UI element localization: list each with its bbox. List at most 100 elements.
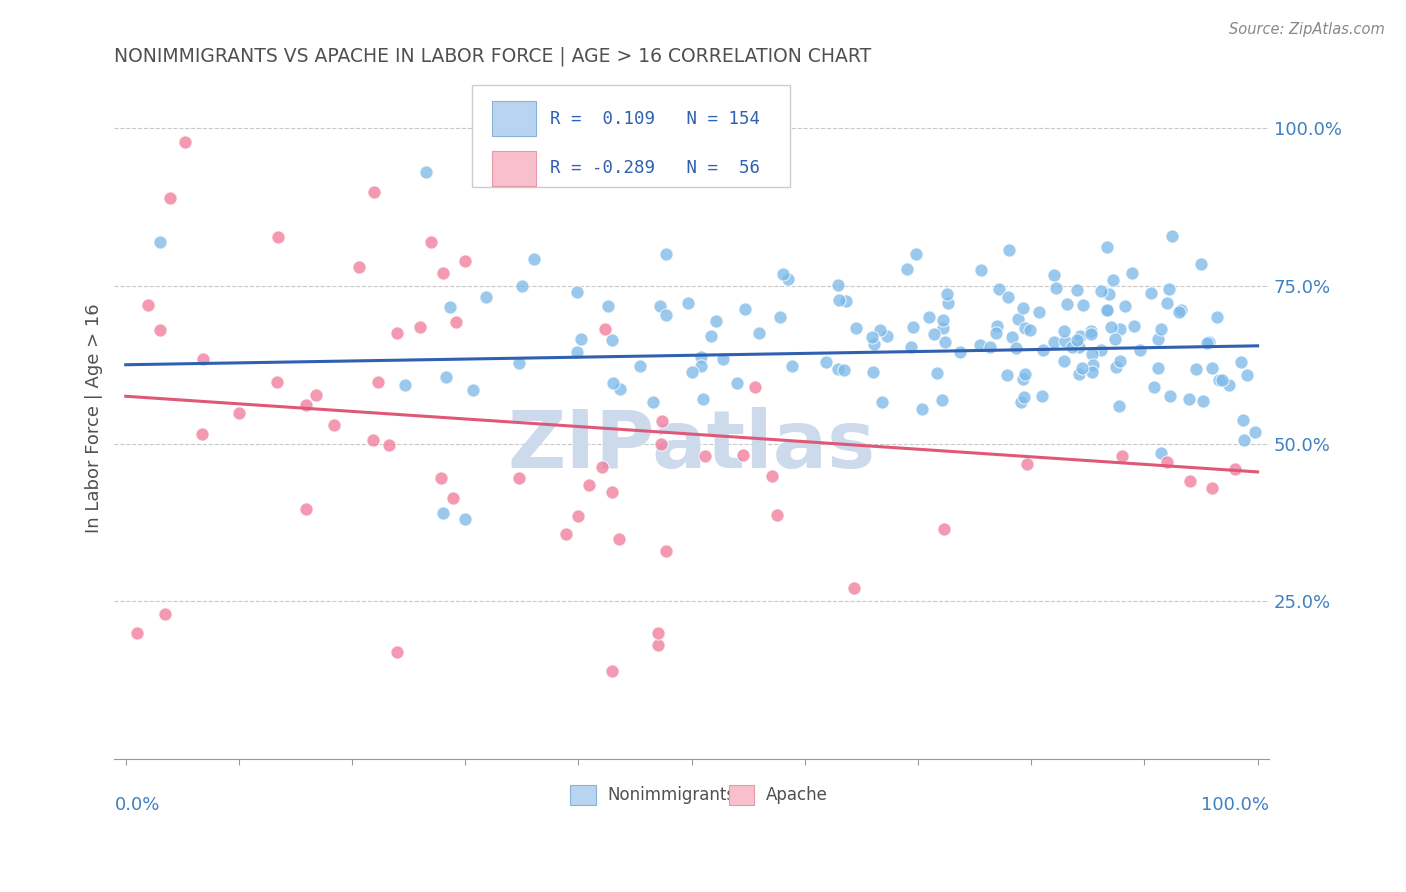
- Point: [267, 230, 290, 244]
- Point: [772, 268, 794, 282]
- Point: [1122, 319, 1144, 334]
- Point: [149, 323, 172, 337]
- Point: [769, 310, 792, 324]
- Point: [936, 296, 959, 310]
- Point: [1109, 322, 1132, 336]
- Point: [1198, 334, 1220, 349]
- Point: [1081, 365, 1104, 379]
- Point: [1150, 445, 1173, 459]
- Point: [776, 272, 799, 286]
- Point: [1185, 362, 1208, 376]
- Point: [430, 471, 453, 485]
- Point: [565, 344, 588, 359]
- Point: [1007, 311, 1029, 326]
- Point: [1167, 305, 1189, 319]
- Point: [711, 352, 734, 367]
- Point: [173, 135, 195, 149]
- Point: [349, 260, 371, 275]
- Point: [1070, 361, 1092, 376]
- Point: [650, 436, 672, 450]
- Point: [1178, 392, 1201, 407]
- Point: [931, 393, 953, 408]
- Point: [1114, 298, 1136, 312]
- Point: [1178, 475, 1201, 489]
- Point: [995, 368, 1018, 382]
- Point: [628, 359, 651, 373]
- Point: [567, 509, 589, 524]
- Point: [1201, 361, 1223, 376]
- Point: [997, 290, 1019, 304]
- Point: [1090, 343, 1112, 357]
- Point: [1053, 334, 1076, 348]
- Point: [1067, 340, 1090, 354]
- Point: [1060, 340, 1083, 354]
- Point: [385, 326, 408, 340]
- Point: [596, 299, 619, 313]
- Point: [439, 300, 461, 314]
- Point: [1157, 283, 1180, 297]
- Point: [593, 322, 616, 336]
- Point: [1012, 372, 1035, 386]
- Point: [1028, 305, 1050, 319]
- Point: [700, 329, 723, 343]
- Point: [845, 321, 868, 335]
- Point: [969, 337, 991, 351]
- Point: [904, 247, 927, 261]
- Point: [1191, 394, 1213, 409]
- Point: [704, 314, 727, 328]
- Point: [1105, 360, 1128, 375]
- Point: [761, 468, 783, 483]
- Point: [1097, 303, 1119, 318]
- Point: [1156, 455, 1178, 469]
- Point: [602, 376, 624, 391]
- Point: [463, 383, 485, 397]
- Point: [266, 376, 288, 390]
- Point: [932, 313, 955, 327]
- Point: [1233, 434, 1256, 448]
- Point: [191, 351, 214, 366]
- Point: [1147, 360, 1170, 375]
- Point: [984, 326, 1007, 341]
- Text: ZIPatlas: ZIPatlas: [508, 407, 876, 484]
- Point: [932, 321, 955, 335]
- Point: [690, 359, 713, 373]
- Text: NONIMMIGRANTS VS APACHE IN LABOR FORCE | AGE > 16 CORRELATION CHART: NONIMMIGRANTS VS APACHE IN LABOR FORCE |…: [114, 46, 872, 66]
- Point: [600, 333, 623, 347]
- Point: [647, 638, 669, 652]
- Point: [869, 323, 891, 337]
- Point: [125, 625, 148, 640]
- Point: [1043, 268, 1066, 282]
- Point: [842, 582, 865, 596]
- Point: [1010, 394, 1032, 409]
- Point: [648, 299, 671, 313]
- Point: [901, 320, 924, 334]
- Point: [1201, 481, 1223, 495]
- Point: [510, 278, 533, 293]
- Point: [1095, 240, 1118, 254]
- Point: [863, 337, 886, 351]
- Point: [1244, 425, 1267, 439]
- Point: [655, 247, 678, 261]
- Point: [415, 165, 437, 179]
- Point: [454, 253, 477, 268]
- Point: [1031, 389, 1053, 403]
- Point: [780, 359, 803, 374]
- Point: [565, 285, 588, 299]
- Point: [1080, 347, 1102, 361]
- Point: [733, 448, 755, 462]
- Point: [523, 252, 546, 266]
- Point: [1146, 332, 1168, 346]
- Point: [870, 394, 893, 409]
- Point: [1001, 330, 1024, 344]
- Point: [1053, 353, 1076, 368]
- Point: [1195, 336, 1218, 351]
- FancyBboxPatch shape: [492, 101, 536, 136]
- FancyBboxPatch shape: [492, 151, 536, 186]
- Point: [607, 532, 630, 546]
- Point: [569, 332, 592, 346]
- Point: [1109, 354, 1132, 368]
- Point: [394, 377, 416, 392]
- Point: [1012, 301, 1035, 316]
- Point: [828, 293, 851, 308]
- Point: [1102, 273, 1125, 287]
